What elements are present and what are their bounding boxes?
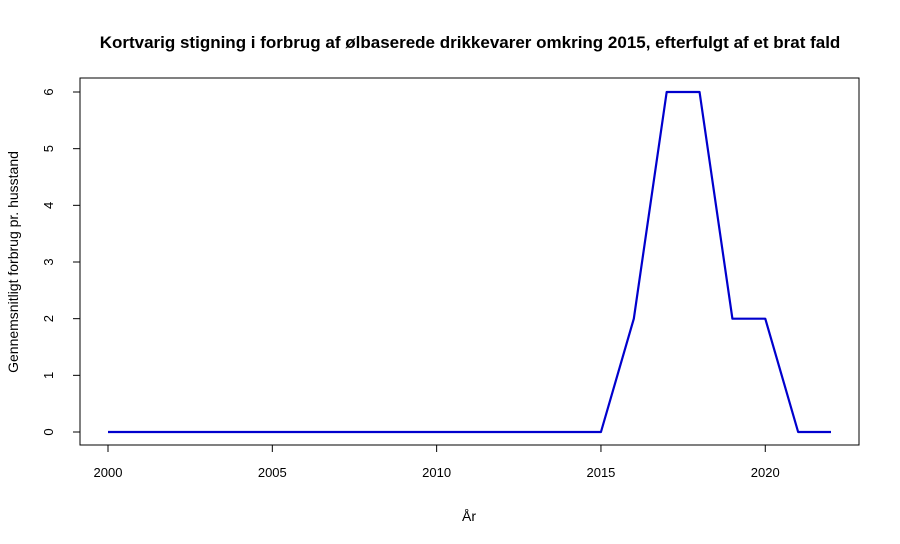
y-tick-label: 2 bbox=[41, 315, 56, 322]
y-tick-label: 0 bbox=[41, 428, 56, 435]
y-tick-label: 1 bbox=[41, 372, 56, 379]
series-line bbox=[108, 90, 831, 434]
x-axis-label: År bbox=[462, 508, 476, 524]
plot-frame bbox=[79, 77, 860, 446]
x-tick-label: 2020 bbox=[751, 465, 780, 480]
x-tick-label: 2010 bbox=[422, 465, 451, 480]
x-tick-label: 2015 bbox=[586, 465, 615, 480]
x-tick-label: 2000 bbox=[94, 465, 123, 480]
x-tick-label: 2005 bbox=[258, 465, 287, 480]
y-tick-label: 5 bbox=[41, 145, 56, 152]
y-axis: 0 1 2 3 4 5 6 bbox=[41, 88, 81, 436]
y-tick-label: 3 bbox=[41, 258, 56, 265]
y-tick-label: 6 bbox=[41, 88, 56, 95]
x-axis: 2000 2005 2010 2015 2020 bbox=[94, 444, 780, 480]
chart-title: Kortvarig stigning i forbrug af ølbasere… bbox=[100, 33, 841, 52]
y-axis-label: Gennemsnitligt forbrug pr. husstand bbox=[5, 151, 21, 373]
y-tick-label: 4 bbox=[41, 202, 56, 209]
